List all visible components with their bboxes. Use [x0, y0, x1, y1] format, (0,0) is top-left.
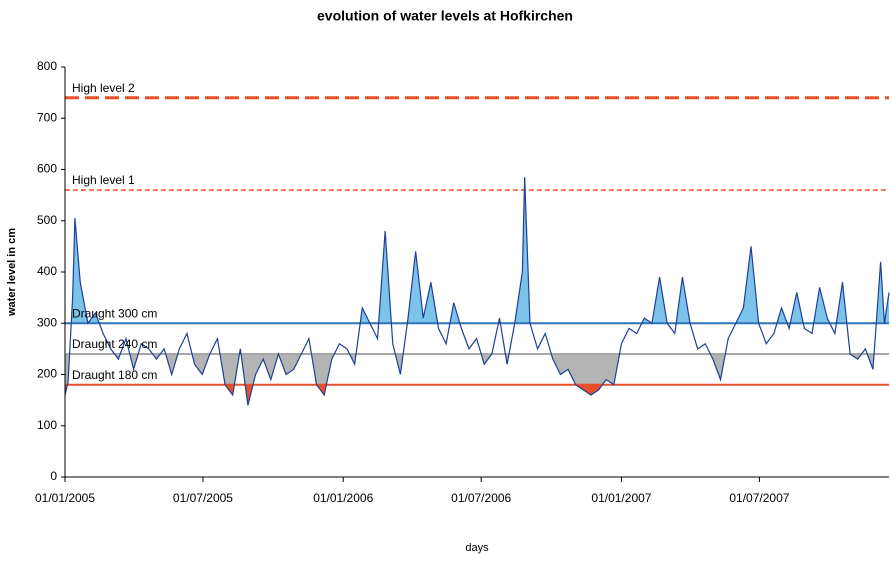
reference-label: High level 2 — [72, 81, 135, 95]
y-tick-label: 100 — [37, 418, 57, 432]
x-tick-label: 01/07/2006 — [451, 491, 511, 505]
reference-label: High level 1 — [72, 173, 135, 187]
x-tick-label: 01/07/2007 — [729, 491, 789, 505]
y-tick-label: 500 — [37, 213, 57, 227]
threshold-area — [65, 354, 889, 406]
y-tick-label: 700 — [37, 110, 57, 124]
reference-label: Draught 180 cm — [72, 368, 157, 382]
y-tick-label: 400 — [37, 264, 57, 278]
reference-label: Draught 240 cm — [72, 337, 157, 351]
x-tick-label: 01/01/2005 — [35, 491, 95, 505]
threshold-area — [65, 384, 889, 406]
x-axis-title: days — [465, 542, 489, 554]
y-tick-label: 200 — [37, 367, 57, 381]
y-tick-label: 300 — [37, 315, 57, 329]
y-tick-label: 800 — [37, 59, 57, 73]
y-axis-title: water level in cm — [6, 228, 18, 317]
y-tick-label: 600 — [37, 162, 57, 176]
x-tick-label: 01/01/2007 — [591, 491, 651, 505]
line — [64, 177, 890, 406]
y-tick-label: 0 — [50, 469, 57, 483]
chart-title: evolution of water levels at Hofkirchen — [317, 8, 573, 24]
reference-label: Draught 300 cm — [72, 306, 157, 320]
x-tick-label: 01/07/2005 — [173, 491, 233, 505]
x-tick-label: 01/01/2006 — [313, 491, 373, 505]
threshold-area — [65, 177, 889, 324]
